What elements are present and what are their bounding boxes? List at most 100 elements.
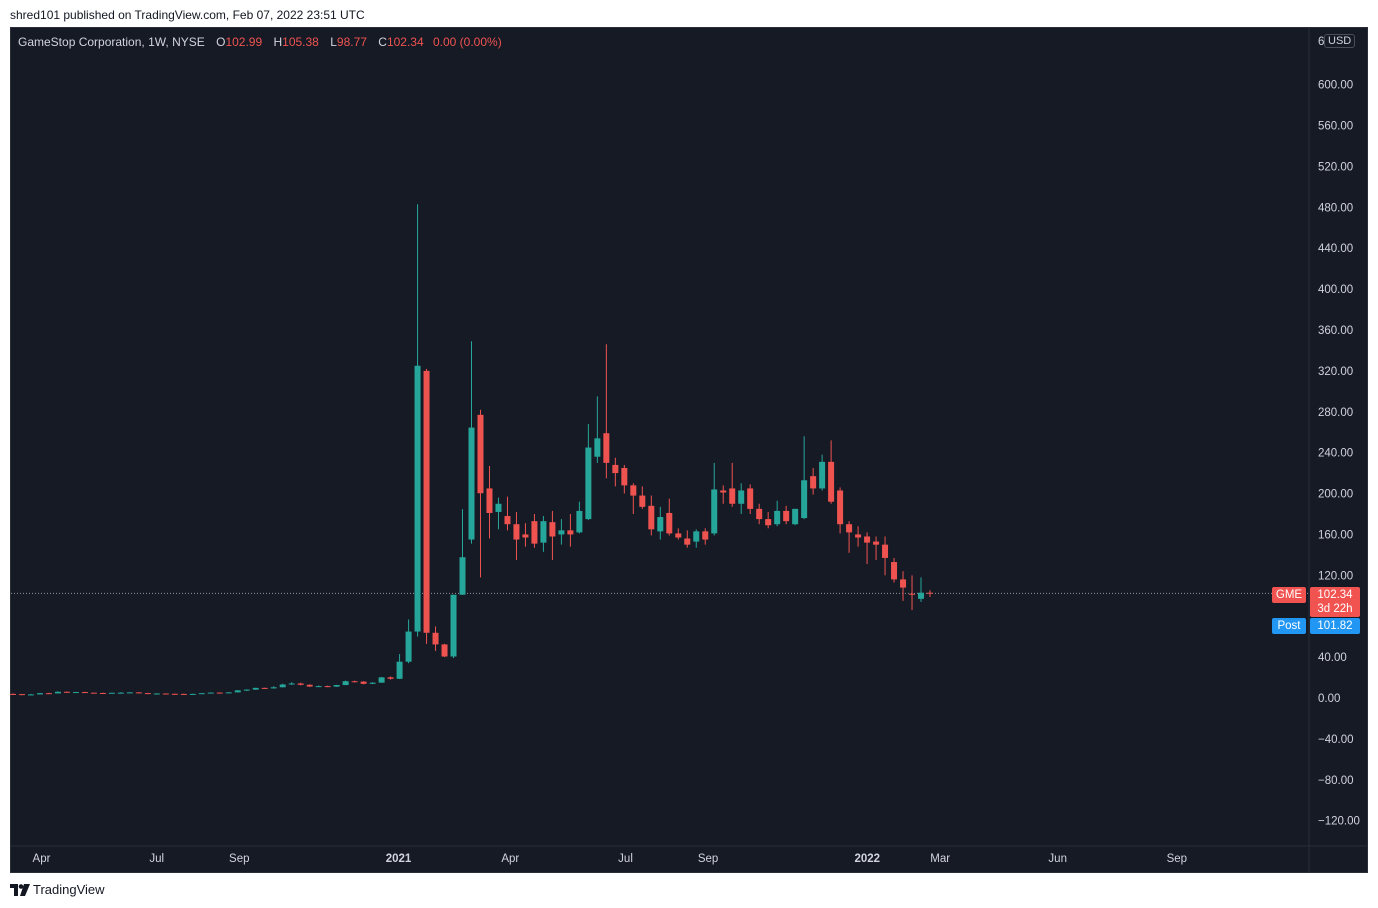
open-value: 102.99 bbox=[225, 35, 263, 49]
last-price-value: 102.34 bbox=[1317, 589, 1353, 601]
candle-body bbox=[927, 592, 933, 594]
candle-body bbox=[873, 541, 880, 545]
high-label: H bbox=[273, 35, 283, 49]
post-market-price: 101.82 bbox=[1310, 618, 1360, 634]
candle-body bbox=[459, 557, 466, 595]
y-tick-label: 560.00 bbox=[1318, 121, 1353, 133]
symbol-legend: GameStop Corporation, 1W, NYSE O102.99 H… bbox=[18, 35, 502, 49]
candle-body bbox=[738, 490, 745, 504]
candle-body bbox=[81, 692, 88, 694]
currency-button[interactable]: USD bbox=[1324, 34, 1356, 48]
candle-body bbox=[864, 536, 871, 543]
candle-body bbox=[414, 365, 421, 632]
candle-body bbox=[567, 530, 574, 535]
y-tick-label: 520.00 bbox=[1318, 161, 1353, 173]
candle-body bbox=[153, 693, 160, 695]
candle-body bbox=[621, 467, 628, 486]
candle-body bbox=[540, 521, 547, 543]
candle-body bbox=[54, 691, 61, 694]
candle-body bbox=[405, 631, 412, 662]
high-value: 105.38 bbox=[282, 35, 319, 49]
y-tick-label: 40.00 bbox=[1318, 652, 1347, 664]
candle-body bbox=[549, 522, 556, 537]
publish-info: shred101 published on TradingView.com, F… bbox=[10, 8, 365, 22]
candle-body bbox=[891, 562, 898, 580]
candle-body bbox=[648, 505, 655, 530]
candle-body bbox=[189, 693, 196, 695]
candle-body bbox=[810, 476, 817, 489]
candle-body bbox=[783, 510, 790, 522]
candle-body bbox=[819, 461, 826, 489]
candle-body bbox=[396, 661, 403, 679]
candle-body bbox=[576, 510, 583, 533]
candle-body bbox=[126, 692, 133, 694]
change-value: 0.00 (0.00%) bbox=[432, 35, 502, 49]
y-tick-label: −120.00 bbox=[1318, 816, 1360, 828]
candle-body bbox=[702, 531, 709, 540]
candle-body bbox=[162, 693, 169, 695]
candle-body bbox=[837, 490, 844, 525]
y-tick-label: 360.00 bbox=[1318, 325, 1353, 337]
candle-body bbox=[117, 692, 124, 694]
candle-body bbox=[378, 677, 385, 683]
candle-body bbox=[99, 692, 106, 694]
candle-body bbox=[801, 480, 808, 519]
candle-body bbox=[306, 684, 313, 687]
y-tick-label: −80.00 bbox=[1318, 775, 1354, 787]
candle-body bbox=[360, 681, 367, 684]
candle-body bbox=[909, 593, 916, 595]
tradingview-brand[interactable]: TradingView bbox=[33, 882, 105, 897]
candle-body bbox=[135, 692, 142, 694]
y-tick-label: 280.00 bbox=[1318, 407, 1353, 419]
candle-body bbox=[729, 488, 736, 504]
symbol-title[interactable]: GameStop Corporation, 1W, NYSE bbox=[18, 35, 205, 49]
candle-body bbox=[270, 687, 277, 689]
candle-body bbox=[675, 533, 682, 538]
candle-body bbox=[450, 594, 457, 657]
candle-body bbox=[531, 521, 538, 544]
x-tick-label: Jun bbox=[1048, 853, 1067, 865]
candle-body bbox=[828, 461, 835, 502]
candle-body bbox=[27, 694, 34, 696]
candle-body bbox=[63, 691, 70, 693]
candle-body bbox=[846, 524, 853, 533]
candle-body bbox=[252, 687, 259, 690]
candle-body bbox=[504, 516, 511, 525]
candle-body bbox=[225, 692, 232, 694]
candle-body bbox=[243, 689, 250, 691]
candle-body bbox=[279, 684, 286, 688]
candle-body bbox=[900, 579, 907, 588]
y-tick-label: 440.00 bbox=[1318, 243, 1353, 255]
x-tick-label: Sep bbox=[229, 853, 249, 865]
y-tick-label: 320.00 bbox=[1318, 366, 1353, 378]
candle-body bbox=[495, 503, 502, 512]
low-label: L bbox=[330, 35, 337, 49]
candle-body bbox=[261, 687, 268, 689]
candle-body bbox=[432, 632, 439, 645]
y-tick-label: 200.00 bbox=[1318, 489, 1353, 501]
candle-body bbox=[747, 488, 754, 509]
close-label: C bbox=[378, 35, 387, 49]
candle-body bbox=[342, 681, 349, 686]
y-tick-label: 240.00 bbox=[1318, 448, 1353, 460]
candle-body bbox=[522, 534, 529, 538]
candle-body bbox=[657, 517, 664, 532]
y-tick-label: 120.00 bbox=[1318, 570, 1353, 582]
candle-body bbox=[324, 686, 331, 688]
candle-body bbox=[18, 694, 25, 696]
candle-body bbox=[171, 693, 178, 695]
x-tick-label: 2022 bbox=[855, 853, 881, 865]
chart-panel[interactable] bbox=[10, 27, 1368, 873]
post-market-tag: Post bbox=[1272, 618, 1306, 634]
candle-body bbox=[603, 433, 610, 463]
candle-body bbox=[207, 692, 214, 694]
candle-body bbox=[216, 692, 223, 694]
candle-body bbox=[90, 692, 97, 694]
candle-body bbox=[594, 438, 601, 457]
y-tick-label: 160.00 bbox=[1318, 529, 1353, 541]
candle-body bbox=[180, 693, 187, 695]
open-label: O bbox=[216, 35, 226, 49]
candle-body bbox=[855, 534, 862, 538]
candle-body bbox=[333, 685, 340, 687]
